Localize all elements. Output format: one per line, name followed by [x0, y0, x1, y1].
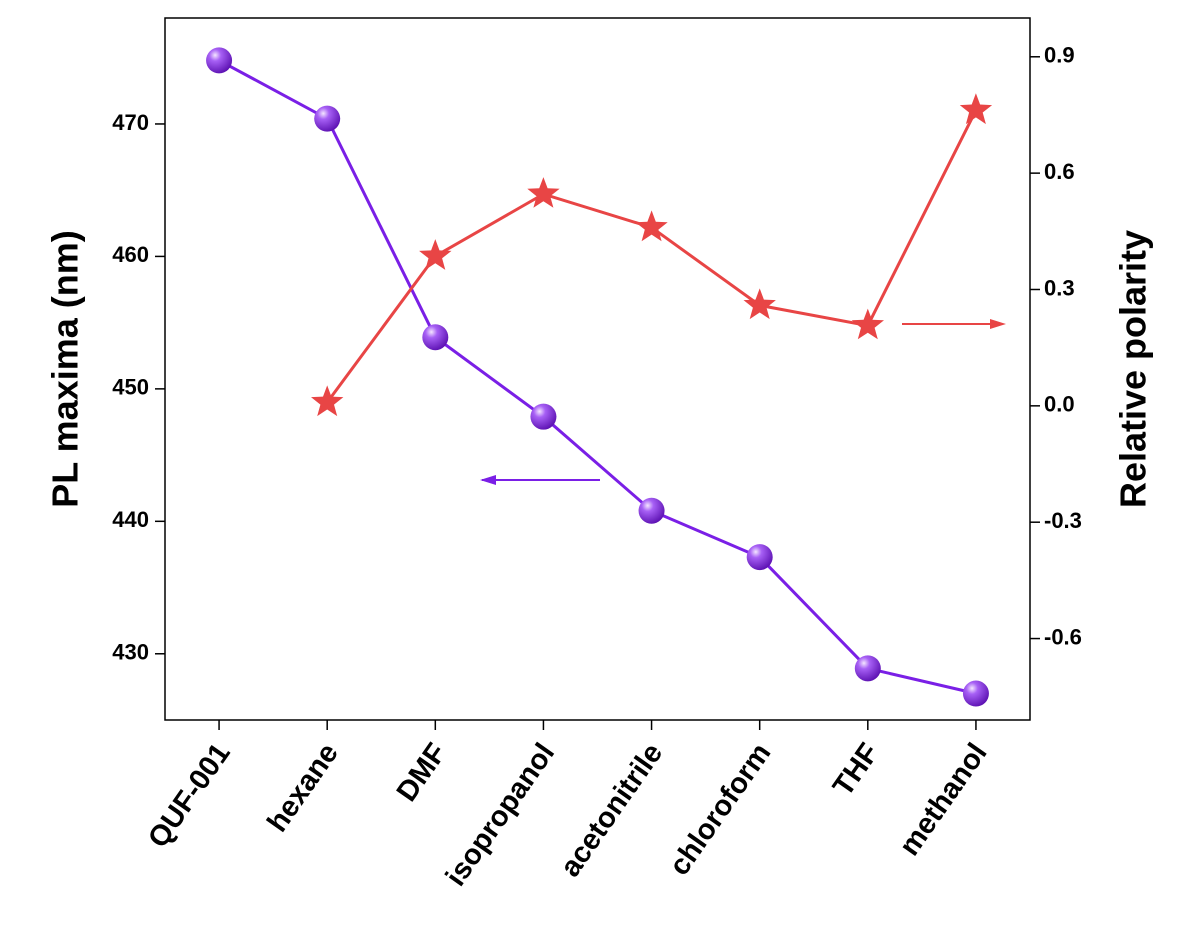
y2-axis-title: Relative polarity	[1113, 230, 1154, 508]
x-tick-label: DMF	[391, 738, 453, 808]
x-tick-label: methanol	[894, 738, 994, 862]
sphere-marker	[854, 655, 881, 682]
x-tick-label: chloroform	[663, 738, 777, 882]
star-marker	[635, 210, 668, 242]
axis-arrow-head	[990, 319, 1006, 329]
star-marker	[743, 288, 776, 320]
plot-frame	[164, 17, 1031, 721]
y-tick-label: 470	[112, 110, 149, 135]
y-tick-label: 430	[112, 640, 149, 665]
y2-tick-label: -0.6	[1044, 624, 1082, 649]
y-tick-label: 460	[112, 242, 149, 267]
y2-tick-label: 0.9	[1044, 43, 1075, 68]
star-marker	[419, 239, 452, 270]
x-tick-label: THF	[827, 738, 886, 803]
x-tick-label: hexane	[261, 738, 345, 838]
axis-arrow-head	[480, 475, 496, 485]
sphere-marker	[314, 105, 341, 132]
sphere-marker	[746, 544, 773, 571]
y2-tick-label: 0.0	[1044, 392, 1075, 417]
sphere-marker	[422, 324, 449, 351]
sphere-marker	[962, 680, 989, 707]
y-tick-label: 450	[112, 375, 149, 400]
x-tick-label: acetonitrile	[554, 738, 669, 883]
series-line	[325, 109, 978, 404]
y-tick-label: 440	[112, 507, 149, 532]
series-line	[218, 59, 977, 695]
x-tick-label: QUF-001	[142, 738, 237, 854]
star-marker	[959, 93, 993, 125]
star-marker	[851, 308, 884, 340]
star-marker	[311, 385, 344, 417]
star-marker	[527, 177, 560, 208]
y2-tick-label: 0.6	[1044, 159, 1075, 184]
x-tick-label: isopropanol	[440, 738, 561, 892]
y2-tick-label: -0.3	[1044, 508, 1082, 533]
y2-tick-label: 0.3	[1044, 275, 1075, 300]
sphere-marker	[206, 47, 233, 74]
sphere-marker	[638, 497, 665, 524]
y-axis-title: PL maxima (nm)	[45, 230, 86, 507]
sphere-marker	[530, 403, 557, 430]
